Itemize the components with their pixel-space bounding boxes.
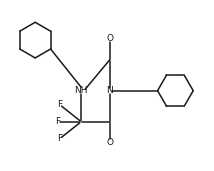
Text: F: F [56, 117, 61, 126]
Text: O: O [106, 34, 113, 43]
Text: F: F [57, 134, 62, 143]
Text: N: N [107, 86, 113, 95]
Text: O: O [106, 138, 113, 147]
Text: NH: NH [74, 86, 88, 95]
Text: F: F [57, 100, 62, 109]
